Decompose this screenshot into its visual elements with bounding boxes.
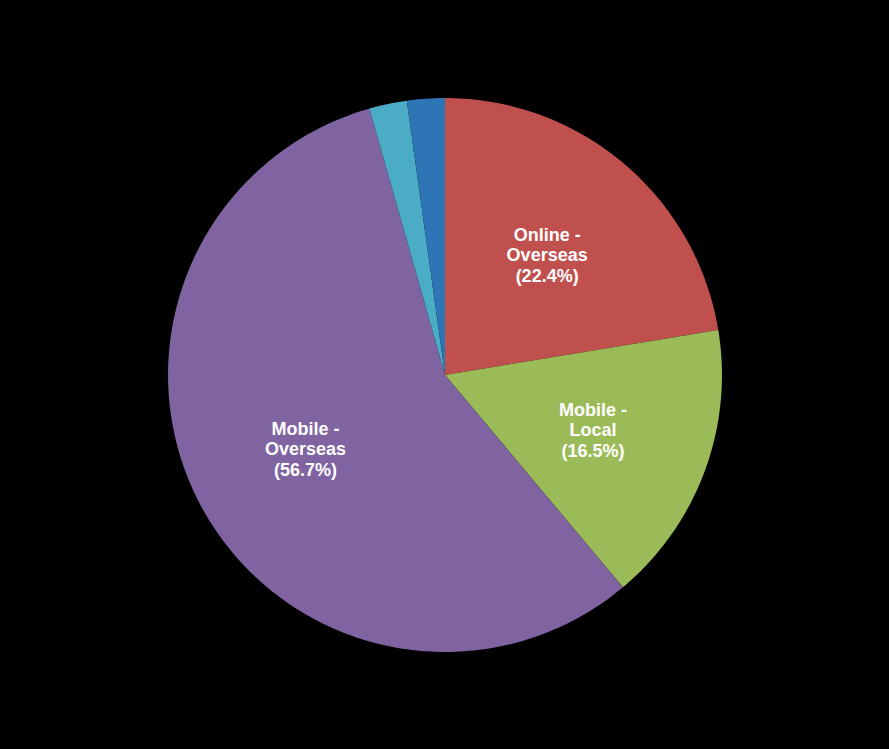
svg-text:Mobile -Local(16.5%): Mobile -Local(16.5%): [559, 400, 627, 461]
svg-text:Mobile -Overseas(56.7%): Mobile -Overseas(56.7%): [265, 419, 346, 480]
svg-text:Online -Overseas(22.4%): Online -Overseas(22.4%): [507, 225, 588, 286]
